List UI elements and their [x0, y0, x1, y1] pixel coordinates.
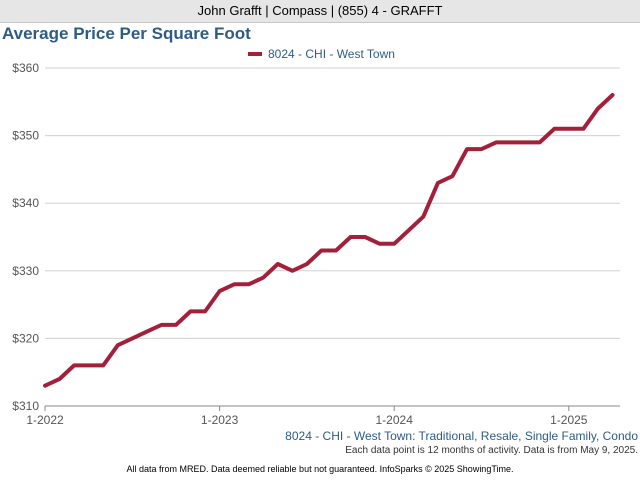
data-point[interactable]	[349, 235, 353, 239]
y-tick-label: $320	[12, 331, 39, 345]
y-tick-label: $330	[12, 264, 39, 278]
data-point[interactable]	[450, 174, 454, 178]
data-point[interactable]	[276, 262, 280, 266]
data-point[interactable]	[290, 269, 294, 273]
data-point[interactable]	[552, 127, 556, 131]
data-point[interactable]	[581, 127, 585, 131]
data-point[interactable]	[58, 377, 62, 381]
x-tick-label: 1-2022	[26, 413, 64, 427]
y-axis-ticks: $310 $320 $330 $340 $350 $360	[12, 61, 39, 413]
series-line-west-town	[43, 93, 615, 388]
data-point[interactable]	[247, 282, 251, 286]
x-tick-label: 1-2025	[550, 413, 588, 427]
data-point[interactable]	[494, 140, 498, 144]
data-point[interactable]	[436, 181, 440, 185]
data-note: Each data point is 12 months of activity…	[345, 445, 638, 456]
data-point[interactable]	[87, 363, 91, 367]
data-point[interactable]	[72, 363, 76, 367]
x-axis-ticks: 1-2022 1-2023 1-2024 1-2025	[26, 406, 588, 427]
data-point[interactable]	[421, 215, 425, 219]
series-description: 8024 - CHI - West Town: Traditional, Res…	[285, 429, 638, 443]
data-point[interactable]	[218, 289, 222, 293]
data-point[interactable]	[319, 249, 323, 253]
y-tick-label: $350	[12, 129, 39, 143]
y-tick-label: $360	[12, 61, 39, 75]
y-tick-label: $310	[12, 399, 39, 413]
data-point[interactable]	[509, 140, 513, 144]
data-point[interactable]	[334, 249, 338, 253]
data-point[interactable]	[232, 282, 236, 286]
data-point[interactable]	[523, 140, 527, 144]
data-point[interactable]	[305, 262, 309, 266]
data-point[interactable]	[101, 363, 105, 367]
agent-banner: John Grafft | Compass | (855) 4 - GRAFFT	[0, 0, 640, 23]
data-point[interactable]	[130, 336, 134, 340]
data-point[interactable]	[596, 107, 600, 111]
data-point[interactable]	[159, 323, 163, 327]
data-point[interactable]	[465, 147, 469, 151]
line-chart: $310$320$330$340$350$360 1-2022 1-2023 1-2…	[12, 61, 620, 427]
data-point[interactable]	[174, 323, 178, 327]
data-point[interactable]	[203, 309, 207, 313]
data-point[interactable]	[145, 330, 149, 334]
chart-title: Average Price Per Square Foot	[2, 24, 251, 43]
data-point[interactable]	[189, 309, 193, 313]
data-point[interactable]	[407, 228, 411, 232]
disclaimer: All data from MRED. Data deemed reliable…	[126, 464, 514, 474]
legend-swatch	[248, 52, 262, 56]
data-point[interactable]	[378, 242, 382, 246]
x-tick-label: 1-2024	[376, 413, 414, 427]
chart-legend[interactable]: 8024 - CHI - West Town	[248, 46, 395, 62]
x-tick-label: 1-2023	[201, 413, 239, 427]
data-point[interactable]	[116, 343, 120, 347]
data-point[interactable]	[610, 93, 614, 97]
data-point[interactable]	[363, 235, 367, 239]
y-tick-label: $340	[12, 196, 39, 210]
data-point[interactable]	[567, 127, 571, 131]
data-point[interactable]	[392, 242, 396, 246]
plot-area	[43, 93, 615, 388]
legend-label: 8024 - CHI - West Town	[268, 47, 395, 61]
data-point[interactable]	[538, 140, 542, 144]
data-point[interactable]	[43, 384, 47, 388]
grid-lines	[45, 67, 620, 407]
data-point[interactable]	[480, 147, 484, 151]
data-point[interactable]	[261, 276, 265, 280]
